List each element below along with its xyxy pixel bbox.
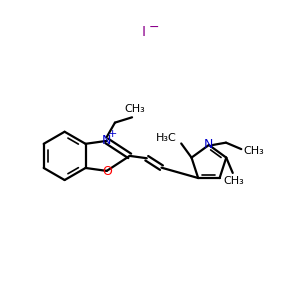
Text: CH₃: CH₃: [224, 176, 244, 186]
Text: I: I: [142, 25, 146, 39]
Text: N: N: [204, 138, 214, 151]
Text: H₃C: H₃C: [155, 133, 176, 143]
Text: CH₃: CH₃: [243, 146, 264, 156]
Text: N: N: [102, 134, 111, 147]
Text: +: +: [108, 129, 117, 140]
Text: −: −: [149, 21, 160, 34]
Text: O: O: [102, 165, 112, 178]
Text: CH₃: CH₃: [124, 104, 145, 114]
